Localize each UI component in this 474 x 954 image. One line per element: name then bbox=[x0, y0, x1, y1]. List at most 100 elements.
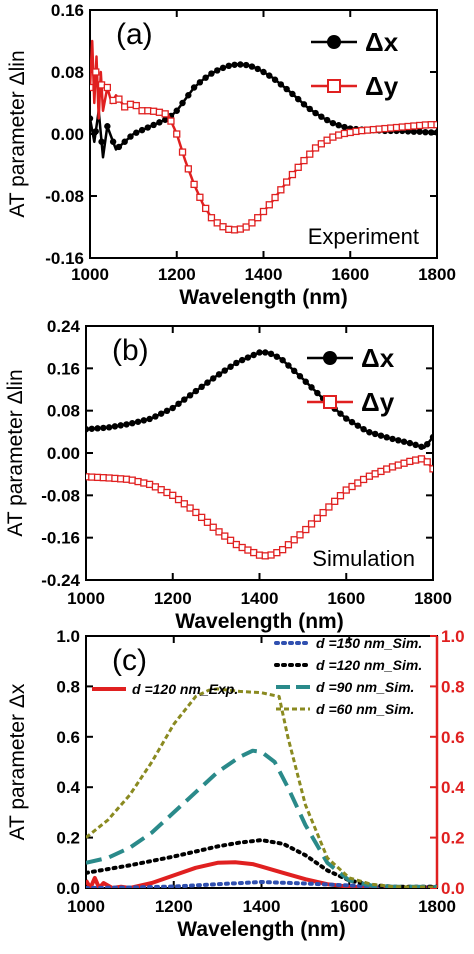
data-point bbox=[410, 128, 418, 135]
data-point bbox=[394, 461, 402, 469]
data-point bbox=[208, 70, 215, 77]
data-point bbox=[149, 107, 158, 115]
data-point bbox=[242, 61, 250, 69]
data-point bbox=[323, 116, 331, 124]
data-point bbox=[123, 421, 130, 428]
panel-label: (c) bbox=[112, 644, 147, 677]
x-tick-label: 1800 bbox=[418, 265, 456, 284]
data-point bbox=[144, 107, 152, 115]
data-point bbox=[173, 130, 181, 138]
data-point bbox=[242, 223, 250, 231]
panel-a: 1000 1200 1400 1600 1800 -0.16 -0.08 0.00 0.08 0.… bbox=[6, 1, 456, 309]
data-point bbox=[410, 122, 418, 130]
data-point bbox=[424, 440, 431, 448]
legend-label: d =90 nm_Sim. bbox=[316, 679, 414, 695]
data-point bbox=[169, 404, 176, 412]
data-point bbox=[383, 434, 390, 441]
data-point bbox=[318, 113, 325, 120]
data-point bbox=[167, 117, 175, 125]
series-group bbox=[86, 687, 437, 888]
data-point bbox=[300, 101, 308, 108]
data-point bbox=[232, 540, 241, 549]
data-point bbox=[185, 92, 192, 99]
legend-label: Δy bbox=[361, 387, 395, 417]
series-line-0 bbox=[86, 860, 437, 888]
data-point bbox=[111, 423, 119, 430]
data-point bbox=[335, 131, 343, 139]
data-point bbox=[398, 123, 406, 131]
data-point bbox=[214, 67, 221, 74]
series-line-2 bbox=[86, 838, 437, 888]
x-tick-label: 1400 bbox=[241, 589, 279, 608]
data-point bbox=[192, 387, 200, 395]
data-point bbox=[381, 124, 389, 133]
data-point bbox=[300, 156, 308, 165]
data-point bbox=[237, 61, 244, 68]
x-tick-label: 1000 bbox=[67, 589, 105, 608]
data-point bbox=[181, 396, 188, 403]
data-point bbox=[341, 123, 348, 131]
data-point bbox=[389, 435, 396, 443]
y-tick-label: 0.24 bbox=[47, 317, 81, 336]
data-point bbox=[109, 138, 117, 145]
legend-marker bbox=[323, 351, 337, 365]
data-point bbox=[288, 170, 297, 179]
series-line-4 bbox=[86, 687, 437, 888]
data-point bbox=[97, 81, 106, 89]
data-point bbox=[92, 68, 100, 76]
data-point bbox=[226, 536, 235, 544]
x-tick-label: 1200 bbox=[158, 265, 196, 284]
x-tick-label: 1600 bbox=[331, 265, 369, 284]
data-point bbox=[267, 551, 275, 559]
data-point bbox=[121, 103, 129, 111]
data-point bbox=[230, 226, 239, 234]
series-group bbox=[86, 349, 433, 560]
data-point bbox=[156, 119, 163, 126]
data-point bbox=[184, 165, 192, 173]
y2-tick-label: 1.0 bbox=[441, 627, 465, 646]
data-point bbox=[416, 128, 423, 135]
data-point bbox=[400, 438, 408, 445]
data-point bbox=[238, 356, 246, 364]
data-point bbox=[180, 500, 188, 508]
data-point bbox=[196, 193, 204, 201]
data-point bbox=[210, 375, 217, 382]
data-point bbox=[340, 129, 349, 138]
y-tick-label: 0.08 bbox=[47, 402, 80, 421]
data-point bbox=[103, 83, 111, 92]
data-point bbox=[94, 425, 101, 432]
data-point bbox=[406, 457, 414, 466]
data-point bbox=[354, 422, 362, 429]
data-point bbox=[336, 492, 345, 500]
data-point bbox=[262, 349, 269, 356]
data-point bbox=[317, 140, 325, 148]
data-point bbox=[90, 83, 94, 92]
data-point bbox=[163, 488, 171, 497]
data-point bbox=[202, 74, 209, 81]
data-point bbox=[352, 127, 360, 136]
data-point bbox=[111, 474, 119, 483]
data-point bbox=[99, 474, 107, 482]
data-point bbox=[221, 367, 228, 374]
y-tick-label: -0.24 bbox=[41, 571, 80, 590]
data-point bbox=[238, 543, 246, 552]
x-tick-label: 1200 bbox=[154, 589, 192, 608]
data-point bbox=[392, 123, 401, 132]
data-point bbox=[266, 72, 273, 79]
data-point bbox=[400, 459, 408, 467]
data-point bbox=[346, 128, 354, 137]
data-point bbox=[236, 225, 245, 233]
data-point bbox=[296, 373, 304, 380]
data-point bbox=[161, 116, 169, 123]
data-point bbox=[329, 119, 337, 127]
data-point bbox=[215, 528, 223, 536]
data-point bbox=[306, 105, 313, 113]
series-line-3 bbox=[86, 748, 437, 888]
data-point bbox=[429, 465, 433, 473]
data-point bbox=[312, 109, 319, 117]
panel-label: (b) bbox=[112, 334, 149, 367]
y2-tick-label: 0.0 bbox=[441, 879, 465, 898]
y-tick-label: 0.8 bbox=[56, 677, 80, 696]
